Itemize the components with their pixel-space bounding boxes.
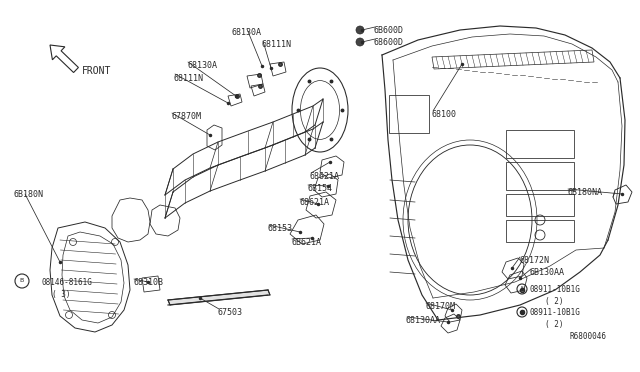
Text: 68154: 68154 [307, 184, 332, 193]
Text: 6B180NA: 6B180NA [567, 188, 602, 197]
Text: 6B600D: 6B600D [374, 26, 404, 35]
Text: N: N [520, 286, 524, 292]
Text: 68130A: 68130A [187, 61, 217, 70]
Bar [389, 95, 429, 133]
Bar [506, 162, 574, 190]
Bar [506, 130, 574, 158]
Text: 6B130AA: 6B130AA [530, 268, 565, 277]
Text: 08911-10B1G: 08911-10B1G [530, 308, 581, 317]
Text: 68153: 68153 [268, 224, 293, 233]
Text: B: B [20, 279, 24, 283]
Text: 08146-8161G: 08146-8161G [42, 278, 93, 287]
Text: 68621A: 68621A [299, 198, 329, 207]
Text: 68130A: 68130A [231, 28, 261, 37]
Text: ( 2): ( 2) [545, 320, 563, 329]
Text: 68310B: 68310B [133, 278, 163, 287]
Text: 68172N: 68172N [519, 256, 549, 265]
Text: 68100: 68100 [432, 110, 457, 119]
Text: ( 3): ( 3) [52, 290, 70, 299]
Text: R6800046: R6800046 [570, 332, 607, 341]
Circle shape [356, 38, 364, 46]
Text: 6B621A: 6B621A [291, 238, 321, 247]
Text: 67503: 67503 [218, 308, 243, 317]
Polygon shape [168, 290, 270, 305]
Text: 68621A: 68621A [310, 172, 340, 181]
Text: N: N [520, 310, 524, 314]
Text: 68111N: 68111N [261, 40, 291, 49]
Text: 6B180N: 6B180N [14, 190, 44, 199]
Bar [506, 194, 574, 216]
Bar [506, 220, 574, 242]
Text: 68111N: 68111N [174, 74, 204, 83]
Text: 68130AA: 68130AA [406, 316, 441, 325]
Text: FRONT: FRONT [82, 66, 111, 76]
Text: 08911-10B1G: 08911-10B1G [530, 285, 581, 294]
FancyArrow shape [50, 45, 79, 73]
Text: 68170M: 68170M [425, 302, 455, 311]
Text: 67870M: 67870M [171, 112, 201, 121]
Text: ( 2): ( 2) [545, 297, 563, 306]
Text: 68600D: 68600D [374, 38, 404, 47]
Circle shape [356, 26, 364, 34]
